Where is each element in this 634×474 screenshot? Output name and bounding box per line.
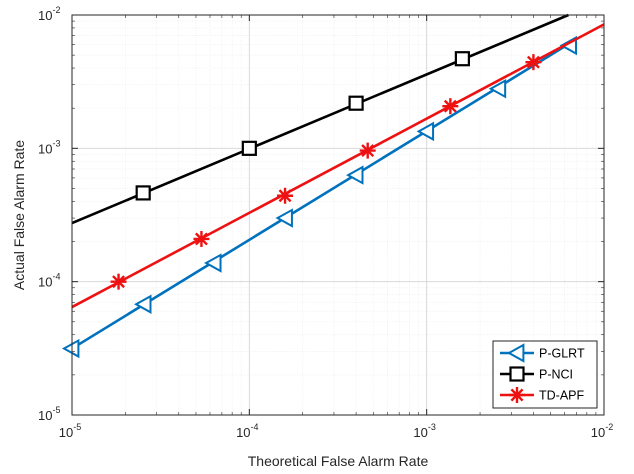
axis-ticks [71, 14, 605, 416]
series-line [71, 41, 572, 350]
data-point [277, 187, 294, 204]
data-point [61, 338, 80, 359]
x-axis-label: Theoretical False Alarm Rate [248, 453, 429, 469]
series-layer [61, 13, 605, 359]
x-tick-label: 10-4 [236, 422, 258, 440]
x-tick-label: 10-3 [413, 422, 435, 440]
data-point [348, 95, 364, 111]
series-line [71, 13, 569, 225]
legend-marker [509, 366, 525, 382]
data-point [346, 165, 364, 185]
x-tick-label: 10-2 [591, 422, 613, 440]
tick-labels: 10-5 10-4 10-3 10-2 10-5 10-4 10-3 10-2 [38, 5, 613, 440]
y-tick-label: 10-2 [38, 5, 60, 23]
data-point [359, 142, 376, 159]
y-axis-label: Actual False Alarm Rate [11, 140, 27, 290]
asterisk-stroke [361, 144, 375, 158]
minor-grid [72, 15, 604, 415]
asterisk-stroke [526, 55, 540, 69]
data-point [275, 208, 293, 228]
data-point [416, 121, 435, 142]
asterisk-stroke [195, 232, 208, 246]
data-point [442, 98, 459, 115]
data-point [193, 230, 210, 247]
data-point [488, 79, 507, 99]
series-p-nci [71, 13, 569, 225]
y-tick-label: 10-5 [38, 405, 60, 423]
legend-label: TD-APF [539, 389, 585, 403]
data-point [110, 273, 127, 290]
legend: P-GLRT P-NCI TD-APF [492, 340, 598, 409]
data-point [241, 140, 257, 156]
x-tick-label: 10-5 [59, 422, 81, 440]
data-point [135, 185, 151, 201]
series-p-glrt [61, 35, 578, 359]
asterisk-stroke [278, 189, 292, 203]
data-point [204, 253, 222, 273]
series-td-apf [71, 23, 605, 309]
y-tick-label: 10-3 [38, 138, 60, 156]
legend-marker [509, 387, 525, 403]
asterisk-stroke [510, 388, 524, 402]
plot-frame [71, 14, 605, 416]
series-line [71, 23, 605, 309]
asterisk-stroke [443, 99, 457, 113]
asterisk-stroke [112, 275, 125, 289]
legend-label: P-NCI [539, 368, 573, 382]
data-point [454, 51, 470, 67]
data-point [134, 294, 152, 314]
y-tick-label: 10-4 [38, 272, 60, 290]
legend-label: P-GLRT [539, 347, 585, 361]
data-point [525, 54, 542, 71]
legend-marker [506, 343, 525, 363]
